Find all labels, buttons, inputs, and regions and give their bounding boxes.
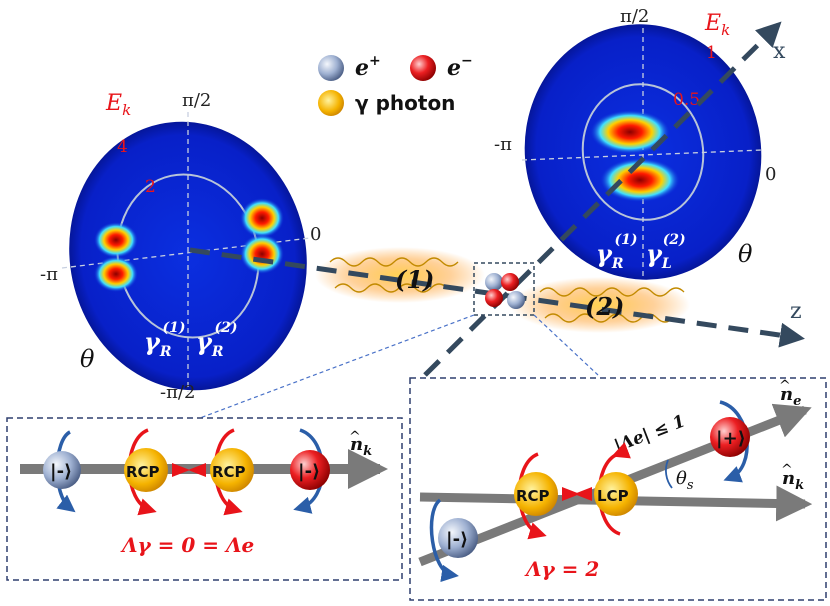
z-axis-label: z — [790, 299, 802, 324]
right-gamma-1: γR(1) — [596, 232, 637, 272]
x-axis-label: x — [773, 39, 786, 64]
beam-region: x z (1) (2) — [189, 21, 805, 419]
beam-1-label: (1) — [395, 265, 434, 294]
left-positron-state: |-⟩ — [50, 461, 72, 482]
right-hotspot-2 — [600, 158, 680, 202]
beam-1-glow — [315, 247, 485, 303]
theta-s-arc — [665, 459, 673, 489]
collision-electron-2 — [485, 289, 503, 307]
left-angle-bottom: -π/2 — [160, 382, 195, 403]
collision-electron-1 — [501, 273, 519, 291]
right-positron — [438, 518, 478, 558]
left-hotspot-2 — [94, 256, 138, 292]
left-nk-label: nk — [350, 434, 372, 459]
left-rcp1-photon — [124, 448, 168, 492]
right-ne-label: ne — [780, 384, 801, 409]
left-gamma-1: γR(1) — [144, 320, 185, 360]
right-positron-state: |-⟩ — [446, 529, 468, 550]
collision-positron-1 — [485, 273, 503, 291]
positron-legend-icon — [318, 55, 344, 81]
left-rcp-momentum-icon — [172, 463, 190, 477]
right-rcp-momentum-icon — [562, 487, 580, 501]
left-ring-inner: 2 — [145, 177, 156, 197]
electron-legend-icon — [410, 55, 436, 81]
positron-legend-label: e+ — [355, 53, 381, 81]
left-theta-label: θ — [80, 345, 95, 373]
right-angle-top: π/2 — [620, 6, 649, 27]
right-polar-plot: Ek 1 0.5 π/2 -π 0 θ γR(1) γL(2) — [494, 6, 776, 280]
left-gamma-2: γR(2) — [196, 320, 237, 360]
x-axis — [423, 21, 782, 377]
z-axis — [189, 247, 805, 348]
photon-legend-icon — [318, 90, 344, 116]
right-ring-inner: 0.5 — [673, 90, 700, 110]
zoom-line-right — [533, 314, 599, 376]
right-ne-hat-icon: ^ — [779, 378, 791, 394]
right-electron — [710, 417, 750, 457]
left-rcp1-label: RCP — [126, 463, 160, 481]
left-angle-right: 0 — [310, 224, 321, 245]
right-nk-hat-icon: ^ — [781, 462, 793, 478]
left-inset: nk ^ |-⟩ RCP RCP |-⟩ Λγ = 0 = Λe — [6, 417, 403, 581]
left-angle-top: π/2 — [182, 90, 211, 111]
left-ek-label: Ek — [105, 91, 131, 119]
left-ring-outer: 4 — [117, 137, 128, 157]
right-lcp-label: LCP — [597, 487, 629, 505]
beam-1-wave-b — [334, 283, 448, 293]
left-hotspot-1 — [94, 222, 138, 258]
left-nk-hat-icon: ^ — [349, 429, 361, 445]
legend: e+ e− γ photon — [318, 53, 473, 116]
right-inner-ring — [581, 83, 705, 221]
right-spin-arrow-1 — [429, 498, 459, 583]
right-ek-label: Ek — [704, 11, 730, 39]
right-electron-state: |+⟩ — [716, 428, 746, 449]
electron-legend-label: e− — [447, 53, 473, 81]
left-hotspot-3 — [240, 198, 284, 238]
right-inset: ne ^ nk ^ θs |Λe| ≤ 1 |-⟩ RCP LCP |+⟩ Λγ… — [409, 377, 827, 601]
right-gamma-2: γL(2) — [646, 232, 686, 272]
right-hotspot-1 — [590, 110, 670, 154]
right-horizontal-axis — [521, 149, 763, 161]
left-rcp2-photon — [210, 448, 254, 492]
right-lcp-momentum-icon — [574, 487, 592, 501]
left-positron — [43, 451, 81, 489]
collision-positron-2 — [507, 291, 525, 309]
right-lambda-text: Λγ = 2 — [524, 557, 599, 581]
right-ring-outer: 1 — [706, 43, 717, 63]
left-rcp2-label: RCP — [212, 463, 246, 481]
left-electron-state: |-⟩ — [298, 461, 320, 482]
theta-s-label: θs — [676, 468, 694, 493]
right-angle-right: 0 — [765, 164, 776, 185]
beam-2-label: (2) — [585, 292, 624, 321]
left-hotspot-4 — [240, 234, 284, 274]
left-electron — [290, 450, 330, 490]
right-theta-label: θ — [738, 240, 753, 268]
left-polar-plot: Ek 4 2 π/2 -π/2 -π 0 θ γR(1) γR(2) — [40, 90, 321, 403]
right-angle-left: -π — [494, 134, 512, 155]
left-rcp-momentum2-icon — [188, 463, 206, 477]
beam-2-wave-a — [539, 287, 685, 297]
right-rcp-photon — [514, 472, 558, 516]
photon-legend-label: γ photon — [355, 91, 455, 115]
left-lambda-text: Λγ = 0 = Λe — [120, 533, 254, 557]
left-angle-left: -π — [40, 264, 58, 285]
collision-zoom-box — [473, 262, 535, 316]
right-rcp-label: RCP — [516, 487, 550, 505]
right-lcp-photon — [594, 472, 638, 516]
right-nk-label: nk — [782, 468, 804, 493]
beam-1-wave-a — [329, 257, 459, 267]
